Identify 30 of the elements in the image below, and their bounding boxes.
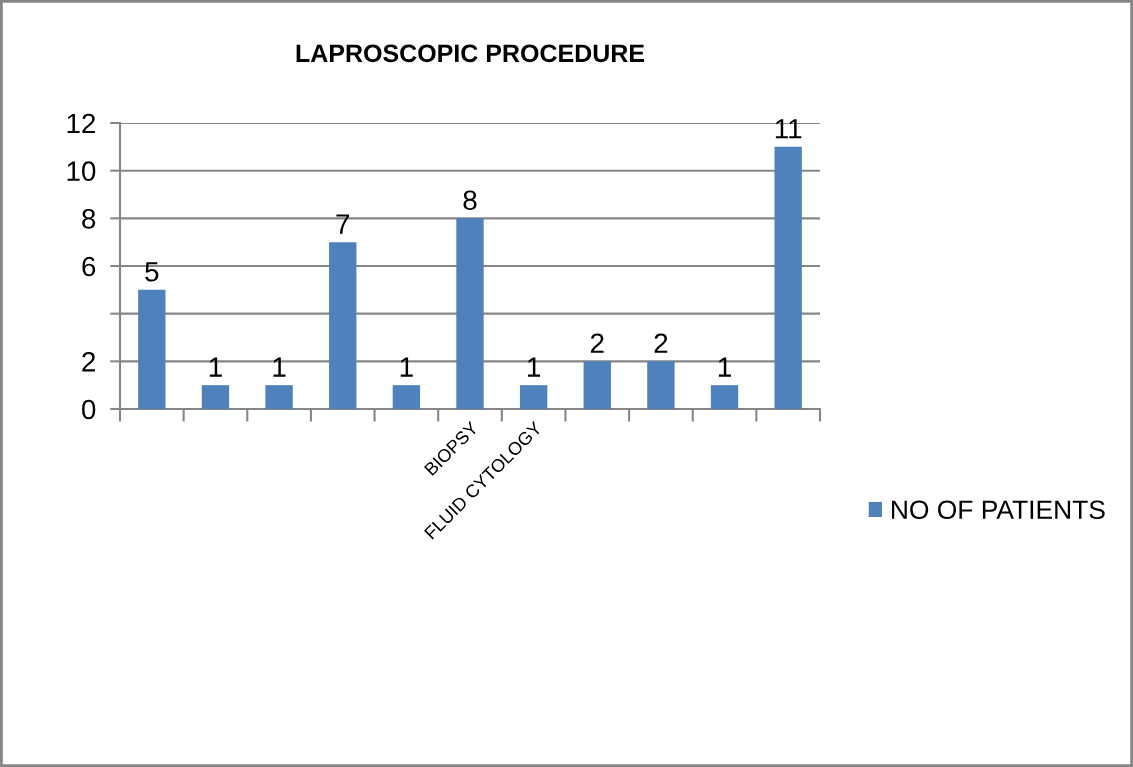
bar: [329, 242, 357, 409]
y-tick-label: 2: [82, 352, 95, 372]
data-label: 11: [775, 119, 802, 139]
y-tick-label: 6: [82, 256, 96, 277]
bar: [138, 289, 166, 409]
bar: [583, 361, 611, 409]
chart-title: LAPROSCOPIC PROCEDURE: [296, 44, 645, 63]
data-label: 2: [654, 333, 668, 353]
data-label: 1: [400, 357, 413, 377]
bar: [710, 385, 739, 409]
y-tick-label: 10: [67, 161, 96, 182]
bar: [519, 385, 548, 409]
bar: [774, 146, 802, 409]
data-label: 1: [209, 357, 222, 377]
y-tick-label: 8: [82, 209, 96, 229]
data-label: 1: [718, 357, 731, 377]
data-label: 8: [463, 190, 477, 211]
bar: [647, 361, 675, 409]
data-label: 7: [336, 214, 350, 234]
y-tick-label: 12: [67, 113, 95, 134]
y-tick-label: 0: [82, 399, 96, 420]
bar: [392, 385, 421, 409]
data-label: 2: [590, 333, 604, 353]
bar: [201, 385, 230, 409]
data-label: 1: [528, 357, 541, 377]
bar: [265, 385, 293, 409]
data-label: 5: [145, 262, 159, 282]
bar: [456, 218, 484, 409]
legend-label: NO OF PATIENTS: [892, 500, 1105, 520]
data-label: 1: [273, 357, 286, 377]
